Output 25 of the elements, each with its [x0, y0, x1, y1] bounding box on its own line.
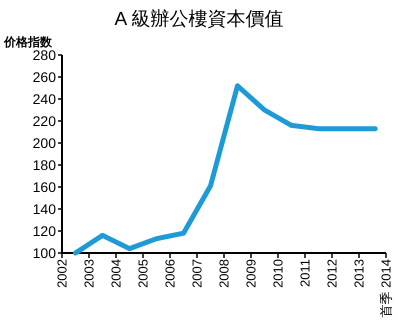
y-tick-label: 160: [32, 178, 56, 195]
x-tick-label: 2009: [244, 259, 259, 288]
y-tick-label: 120: [32, 222, 56, 239]
x-tick-label: 2004: [108, 259, 124, 288]
y-tick-label: 140: [32, 200, 56, 217]
y-tick-label: 100: [32, 244, 56, 261]
x-tick-label: 2013: [352, 259, 367, 288]
x-tick-label: 2012: [324, 259, 340, 288]
y-tick-label: 220: [32, 112, 56, 129]
x-tick-label: 首季 2014: [378, 259, 394, 318]
y-tick-label: 240: [32, 90, 56, 107]
x-tick-label: 2011: [298, 259, 313, 287]
x-tick-label: 2008: [216, 259, 232, 288]
x-tick-label: 2005: [136, 259, 151, 288]
y-axis-title: 价格指数: [3, 35, 53, 49]
y-tick-label: 280: [32, 46, 56, 63]
x-tick-label: 2007: [190, 259, 205, 288]
y-tick-label: 260: [32, 68, 56, 85]
y-tick-label: 180: [32, 156, 56, 173]
y-tick-label: 200: [32, 134, 56, 151]
x-tick-label: 2003: [82, 259, 97, 288]
chart-title: A 級辦公樓資本價值: [114, 9, 284, 30]
x-tick-label: 2002: [54, 259, 70, 288]
x-tick-label: 2006: [162, 259, 178, 288]
x-tick-label: 2010: [270, 259, 286, 288]
